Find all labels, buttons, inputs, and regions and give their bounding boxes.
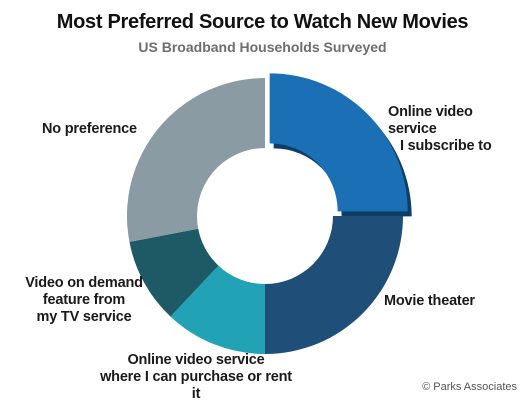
label-video-on-demand: Video on demand feature from my TV servi… bbox=[25, 275, 143, 325]
label-online-subscribe: Online video service I subscribe to bbox=[388, 104, 492, 154]
label-online-purchase-rent: Online video service where I can purchas… bbox=[100, 352, 292, 402]
slice-no-preference bbox=[126, 78, 265, 242]
slice-online-subscribe bbox=[269, 73, 408, 212]
chart-title: Most Preferred Source to Watch New Movie… bbox=[56, 11, 469, 33]
copyright-text: © Parks Associates bbox=[422, 381, 517, 393]
slice-video-on-demand bbox=[129, 228, 219, 317]
slice-movie-theater bbox=[265, 216, 403, 354]
label-movie-theater: Movie theater bbox=[384, 293, 475, 309]
label-no-preference: No preference bbox=[42, 121, 137, 137]
chart-subtitle: US Broadband Households Surveyed bbox=[138, 39, 387, 55]
slice-online-purchase-rent bbox=[170, 265, 265, 354]
